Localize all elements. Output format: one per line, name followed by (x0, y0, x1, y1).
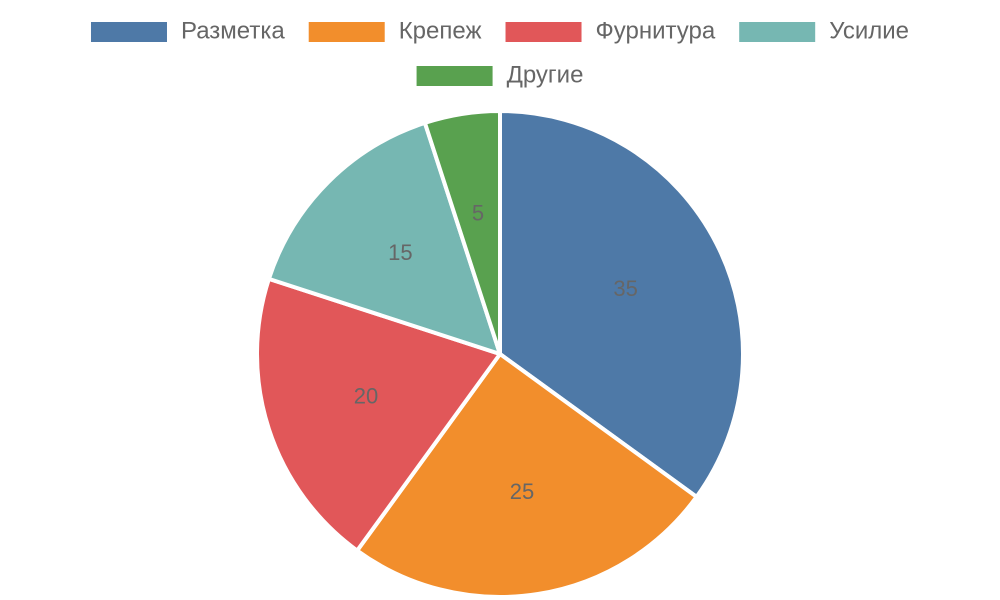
legend-item-3[interactable]: Фурнитура (505, 17, 716, 44)
pie-slice-1 (498, 109, 745, 499)
legend-item-5[interactable]: Другие (416, 61, 584, 88)
pie-slice-3 (255, 276, 502, 553)
legend-label: Другие (507, 61, 584, 88)
pie-slices (255, 109, 745, 599)
legend-item-4[interactable]: Усилие (739, 17, 909, 44)
legend-swatch (416, 66, 493, 86)
legend-label: Разметка (181, 17, 285, 44)
legend-label: Фурнитура (596, 17, 716, 44)
data-label-4: 15 (388, 240, 412, 265)
data-label-1: 35 (613, 276, 637, 301)
legend-item-2[interactable]: Крепеж (308, 17, 482, 44)
legend-swatch (739, 22, 816, 42)
legend: Разметка Крепеж Фурнитура Усилие Другие (90, 17, 909, 88)
legend-item-1[interactable]: Разметка (90, 17, 285, 44)
legend-swatch (505, 22, 582, 42)
data-labels: 35 25 20 15 5 (354, 201, 638, 504)
data-label-3: 20 (354, 383, 378, 408)
legend-swatch (308, 22, 385, 42)
legend-swatch (90, 22, 167, 42)
pie-slice-2 (355, 352, 699, 599)
pie-slice-5 (422, 109, 502, 356)
data-label-5: 5 (472, 201, 484, 226)
legend-label: Усилие (829, 17, 909, 44)
data-label-2: 25 (510, 479, 534, 504)
legend-label: Крепеж (399, 17, 482, 44)
